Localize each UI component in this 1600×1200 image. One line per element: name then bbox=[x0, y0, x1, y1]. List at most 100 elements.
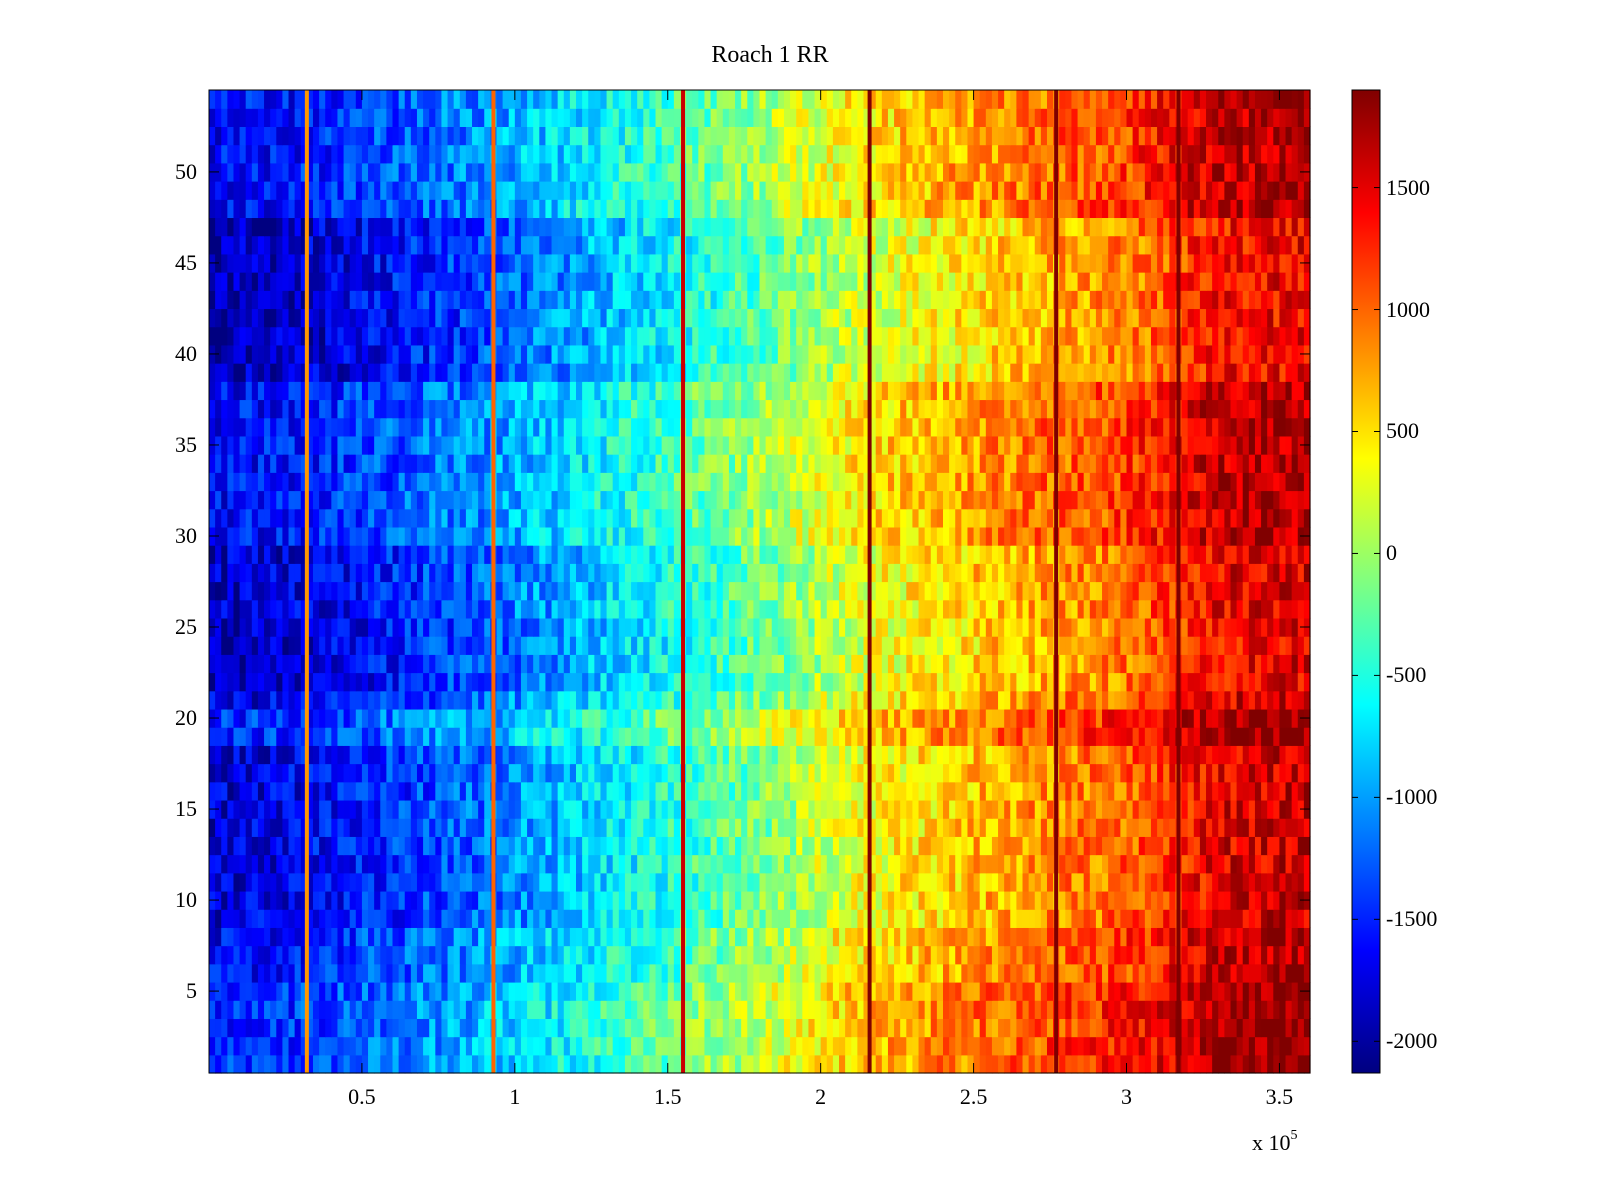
heatmap-cell bbox=[264, 1000, 271, 1019]
heatmap-cell bbox=[906, 708, 914, 728]
heatmap-cell bbox=[869, 581, 877, 601]
heatmap-cell bbox=[704, 1036, 712, 1056]
heatmap-cell bbox=[869, 872, 877, 892]
heatmap-cell bbox=[441, 872, 449, 892]
heatmap-cell bbox=[1040, 963, 1048, 983]
heatmap-cell bbox=[331, 963, 339, 983]
heatmap-cell bbox=[1303, 909, 1311, 928]
heatmap-cell bbox=[349, 854, 357, 874]
heatmap-cell bbox=[667, 1054, 675, 1074]
heatmap-cell bbox=[722, 708, 730, 728]
heatmap-cell bbox=[551, 890, 559, 910]
heatmap-cell bbox=[1254, 1018, 1262, 1038]
heatmap-cell bbox=[502, 1054, 510, 1074]
heatmap-cell bbox=[361, 927, 369, 947]
heatmap-cell bbox=[533, 890, 540, 910]
heatmap-cell bbox=[692, 654, 699, 674]
heatmap-cell bbox=[404, 872, 412, 892]
heatmap-cell bbox=[741, 981, 748, 1001]
heatmap-cell bbox=[747, 727, 754, 746]
heatmap-cell bbox=[1291, 708, 1299, 728]
heatmap-cell bbox=[924, 617, 932, 637]
heatmap-cell bbox=[404, 963, 412, 983]
heatmap-cell bbox=[924, 690, 932, 710]
heatmap-cell bbox=[881, 654, 889, 674]
heatmap-cell bbox=[747, 1036, 754, 1056]
heatmap-cell bbox=[306, 727, 314, 746]
heatmap-cell bbox=[936, 690, 944, 710]
heatmap-cell bbox=[1040, 981, 1048, 1001]
heatmap-cell bbox=[692, 727, 699, 746]
heatmap-cell bbox=[1224, 599, 1232, 619]
heatmap-cell bbox=[508, 872, 516, 892]
heatmap-cell bbox=[1138, 745, 1146, 765]
heatmap-cell bbox=[215, 1000, 222, 1019]
heatmap-cell bbox=[771, 799, 779, 819]
heatmap-cell bbox=[1040, 818, 1048, 837]
heatmap-cell bbox=[1193, 890, 1201, 910]
heatmap-cell bbox=[1010, 599, 1017, 619]
heatmap-cell bbox=[221, 563, 228, 583]
heatmap-cell bbox=[300, 727, 308, 746]
heatmap-cell bbox=[1242, 1000, 1250, 1019]
heatmap-cell bbox=[1285, 727, 1293, 746]
heatmap-cell bbox=[918, 763, 926, 783]
heatmap-cell bbox=[349, 672, 357, 692]
heatmap-cell bbox=[374, 963, 381, 983]
heatmap-cell bbox=[386, 745, 394, 765]
heatmap-cell bbox=[465, 617, 473, 637]
heatmap-cell bbox=[1267, 581, 1274, 601]
heatmap-cell bbox=[557, 836, 565, 856]
heatmap-cell bbox=[943, 781, 950, 801]
heatmap-cell bbox=[820, 818, 828, 837]
heatmap-cell bbox=[221, 636, 228, 655]
heatmap-cell bbox=[429, 890, 436, 910]
heatmap-cell bbox=[869, 909, 877, 928]
heatmap-cell bbox=[1089, 599, 1097, 619]
heatmap-cell bbox=[851, 890, 858, 910]
heatmap-cell bbox=[875, 981, 883, 1001]
heatmap-cell bbox=[771, 654, 779, 674]
heatmap-cell bbox=[582, 1036, 589, 1056]
heatmap-cell bbox=[294, 1036, 302, 1056]
heatmap-cell bbox=[1157, 1018, 1164, 1038]
heatmap-cell bbox=[337, 836, 345, 856]
heatmap-cell bbox=[875, 672, 883, 692]
heatmap-cell bbox=[949, 909, 956, 928]
heatmap-cell bbox=[1034, 781, 1042, 801]
heatmap-cell bbox=[1199, 818, 1207, 837]
heatmap-cell bbox=[1071, 1054, 1079, 1074]
heatmap-cell bbox=[576, 836, 583, 856]
heatmap-cell bbox=[857, 781, 865, 801]
heatmap-cell bbox=[1206, 690, 1213, 710]
heatmap-cell bbox=[386, 781, 394, 801]
heatmap-cell bbox=[368, 672, 375, 692]
heatmap-cell bbox=[459, 945, 467, 965]
heatmap-cell bbox=[239, 854, 247, 874]
heatmap-cell bbox=[1206, 599, 1213, 619]
heatmap-cell bbox=[1279, 708, 1287, 728]
heatmap-cell bbox=[472, 1054, 479, 1074]
heatmap-cell bbox=[1102, 1054, 1109, 1074]
heatmap-cell bbox=[1242, 981, 1250, 1001]
heatmap-cell bbox=[374, 981, 381, 1001]
heatmap-cell bbox=[1108, 1000, 1115, 1019]
heatmap-cell bbox=[930, 818, 938, 837]
heatmap-cell bbox=[1004, 727, 1011, 746]
heatmap-cell bbox=[881, 1018, 889, 1038]
heatmap-cell bbox=[588, 799, 595, 819]
heatmap-cell bbox=[820, 763, 828, 783]
heatmap-cell bbox=[1187, 763, 1195, 783]
heatmap-cell bbox=[251, 636, 259, 655]
heatmap-cell bbox=[502, 690, 510, 710]
heatmap-cell bbox=[306, 636, 314, 655]
heatmap-cell bbox=[894, 909, 901, 928]
heatmap-cell bbox=[845, 963, 852, 983]
heatmap-cell bbox=[533, 909, 540, 928]
heatmap-cell bbox=[441, 854, 449, 874]
heatmap-cell bbox=[1059, 872, 1066, 892]
heatmap-cell bbox=[845, 818, 852, 837]
heatmap-cell bbox=[1102, 981, 1109, 1001]
heatmap-cell bbox=[1083, 745, 1091, 765]
heatmap-cell bbox=[955, 581, 962, 601]
